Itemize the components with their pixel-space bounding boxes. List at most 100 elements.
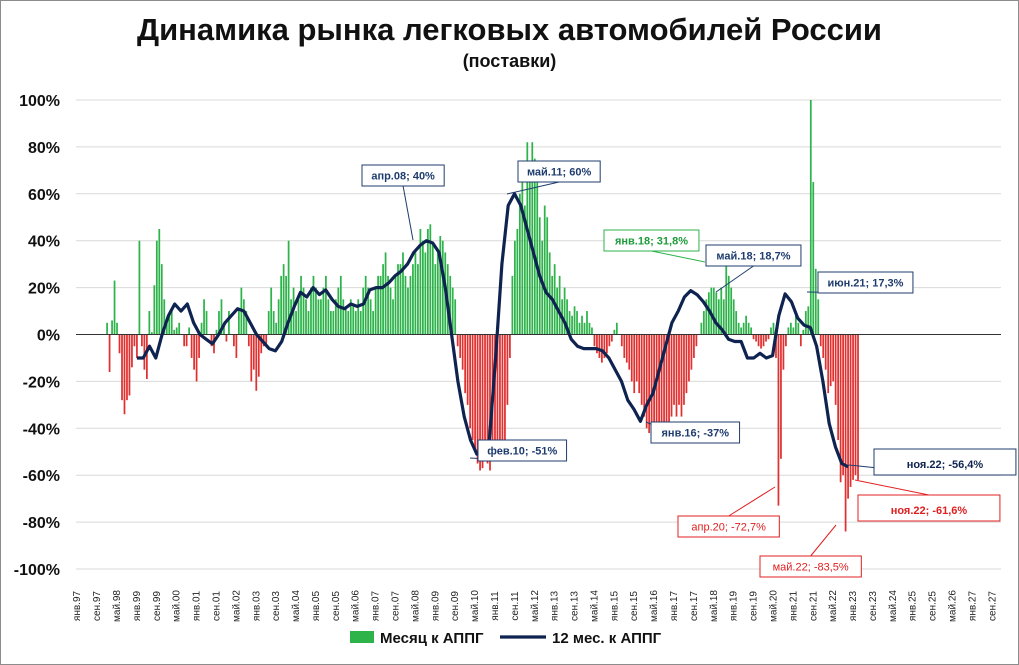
bar [270, 287, 273, 335]
bar [412, 264, 414, 335]
bar [499, 334, 501, 452]
bar [295, 311, 297, 335]
bar [620, 334, 623, 347]
annotation-label: июн.21; 17,3% [827, 277, 903, 289]
bar [787, 327, 790, 335]
bar [434, 264, 437, 335]
bar [635, 334, 638, 382]
bar [797, 322, 800, 335]
bar [275, 322, 278, 335]
x-tick-label: май.02 [231, 590, 242, 622]
x-tick-label: сен.05 [331, 591, 342, 621]
bar [451, 287, 454, 335]
bar [272, 311, 275, 335]
bar [737, 322, 740, 335]
bar [479, 334, 481, 471]
bar [678, 334, 680, 405]
bar [700, 322, 703, 335]
bar [431, 245, 434, 335]
bar [260, 334, 263, 354]
bar [305, 299, 307, 335]
bar [496, 334, 499, 459]
y-tick-label: -20% [23, 374, 60, 391]
bar [218, 311, 220, 335]
bar [747, 322, 750, 335]
bar [643, 334, 646, 417]
bar [233, 334, 235, 347]
bar [459, 334, 462, 358]
bar [735, 311, 738, 335]
bar [802, 329, 805, 335]
bar [613, 329, 616, 335]
x-tick-label: янв.17 [669, 590, 680, 621]
x-tick-label: сен.15 [629, 591, 640, 621]
bar [285, 275, 287, 335]
bar [409, 275, 412, 335]
bar [150, 332, 153, 335]
bar [790, 322, 792, 335]
bar [518, 193, 521, 335]
bar [404, 275, 407, 335]
bar [242, 299, 245, 335]
bar [558, 275, 561, 335]
annotation-label: май.11; 60% [527, 166, 592, 178]
x-tick-label: янв.03 [251, 590, 262, 621]
bar [772, 322, 775, 335]
bar [141, 334, 143, 347]
bar [449, 275, 452, 335]
bar [277, 299, 280, 335]
bar [237, 311, 240, 335]
x-tick-label: май.98 [112, 590, 123, 622]
bar [173, 329, 176, 335]
x-tick-label: май.18 [709, 590, 720, 622]
bar [571, 315, 573, 335]
x-tick-label: май.06 [351, 590, 362, 622]
bar [601, 334, 603, 363]
bar [521, 170, 524, 335]
y-tick-label: -60% [23, 468, 60, 485]
bar [255, 334, 258, 391]
x-tick-label: май.00 [172, 590, 183, 622]
bar [839, 334, 842, 483]
bar [670, 334, 673, 417]
bar [153, 285, 156, 335]
bar [287, 240, 290, 335]
bar [310, 287, 312, 335]
bar [705, 299, 708, 335]
bar [658, 334, 660, 441]
bar [429, 224, 432, 335]
bar [625, 334, 628, 363]
bar [702, 311, 705, 335]
bar [133, 334, 136, 347]
x-tick-label: май.14 [589, 590, 600, 622]
bar [347, 311, 350, 335]
bar [596, 334, 598, 354]
bar [382, 264, 384, 335]
bar [374, 287, 377, 335]
bar [794, 315, 797, 335]
bar [257, 334, 260, 377]
bar [155, 240, 158, 335]
y-tick-label: 100% [19, 93, 60, 110]
bar [668, 334, 670, 429]
bar [628, 334, 631, 370]
bar [509, 334, 511, 358]
x-tick-label: янв.05 [311, 590, 322, 621]
bar [598, 334, 601, 358]
bar [775, 334, 777, 358]
annotation-box [361, 164, 445, 187]
x-tick-label: сен.25 [928, 591, 939, 621]
annotation-box [857, 494, 1001, 522]
bar [742, 322, 745, 335]
bar [842, 334, 844, 476]
bar [183, 334, 186, 347]
bar [638, 334, 641, 394]
bar [178, 322, 181, 335]
bar [394, 275, 397, 335]
annotation-label: апр.08; 40% [371, 170, 435, 182]
bar [476, 334, 479, 464]
bar [123, 334, 126, 415]
x-tick-label: май.10 [470, 590, 481, 622]
annotation-box [650, 421, 741, 444]
bar [195, 334, 198, 382]
